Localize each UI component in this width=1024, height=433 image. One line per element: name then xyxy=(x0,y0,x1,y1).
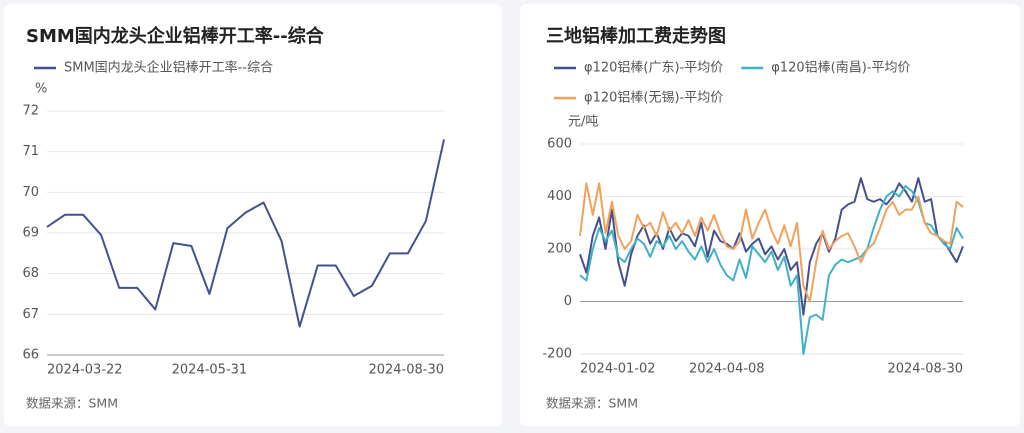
y-tick-label: 400 xyxy=(547,189,572,204)
series-line xyxy=(579,177,964,316)
legend-label: φ120铝棒(南昌)-平均价 xyxy=(771,60,910,76)
y-tick-label: 72 xyxy=(22,104,39,119)
y-tick-label: -200 xyxy=(542,347,572,362)
y-tick-label: 0 xyxy=(564,294,572,309)
x-tick-label: 2024-01-02 xyxy=(580,362,656,377)
series-line xyxy=(46,139,445,328)
chart-title: 三地铝棒加工费走势图 xyxy=(546,25,726,47)
y-tick-label: 67 xyxy=(22,307,39,322)
y-tick-label: 66 xyxy=(22,348,39,363)
card xyxy=(520,4,1020,426)
y-tick-label: 600 xyxy=(547,137,572,152)
legend-label: SMM国内龙头企业铝棒开工率--综合 xyxy=(64,60,273,76)
x-tick-label: 2024-08-30 xyxy=(368,363,444,378)
y-tick-label: 68 xyxy=(22,266,39,281)
x-tick-label: 2024-03-22 xyxy=(47,363,123,378)
x-tick-label: 2024-04-08 xyxy=(689,362,765,377)
y-tick-label: 69 xyxy=(22,226,39,241)
y-unit: % xyxy=(35,82,47,97)
y-tick-label: 200 xyxy=(547,242,572,257)
legend-label: φ120铝棒(广东)-平均价 xyxy=(584,61,723,76)
y-unit: 元/吨 xyxy=(568,115,598,130)
y-tick-label: 71 xyxy=(22,144,39,159)
legend-label: φ120铝棒(无锡)-平均价 xyxy=(584,91,723,106)
source: 数据来源：SMM xyxy=(26,396,118,411)
x-tick-label: 2024-08-30 xyxy=(887,362,963,377)
x-tick-label: 2024-05-31 xyxy=(172,363,248,378)
series-line xyxy=(579,185,964,355)
y-tick-label: 70 xyxy=(22,185,39,200)
card xyxy=(4,4,502,426)
chart-title: SMM国内龙头企业铝棒开工率--综合 xyxy=(26,25,325,47)
series-line xyxy=(579,182,964,303)
source: 数据来源：SMM xyxy=(546,396,638,411)
